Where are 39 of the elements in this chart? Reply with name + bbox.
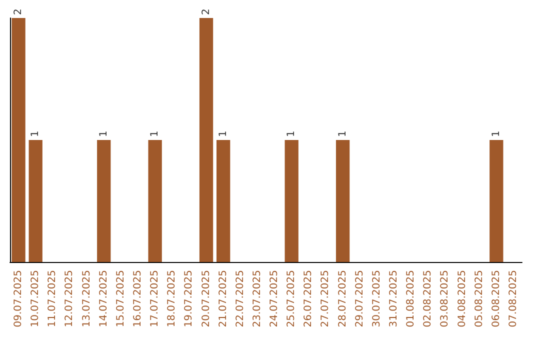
x-tick-label: 10.07.2025 [30, 270, 42, 328]
data-label: 1 [98, 130, 110, 137]
x-tick-label: 26.07.2025 [303, 270, 314, 328]
x-tick-label: 24.07.2025 [269, 270, 280, 328]
x-tick-label: 11.07.2025 [47, 270, 58, 328]
x-tick-label: 28.07.2025 [337, 270, 348, 328]
data-label: 1 [286, 130, 298, 137]
x-tick-label: 16.07.2025 [132, 270, 144, 328]
x-tick-label: 01.08.2025 [406, 270, 417, 328]
x-tick-label: 21.07.2025 [218, 270, 229, 328]
x-tick-label: 15.07.2025 [115, 270, 126, 328]
x-tick-label: 05.08.2025 [474, 270, 485, 328]
x-tick-label: 13.07.2025 [81, 270, 92, 328]
data-label: 1 [30, 130, 42, 137]
x-tick-label: 30.07.2025 [371, 270, 382, 328]
data-label: 2 [13, 8, 24, 15]
data-label: 2 [200, 8, 212, 15]
x-tick-label: 07.08.2025 [508, 270, 519, 328]
x-tick-label: 18.07.2025 [166, 270, 178, 328]
x-tick-label: 19.07.2025 [184, 270, 195, 328]
x-tick-label: 17.07.2025 [150, 270, 161, 328]
x-tick-label: 29.07.2025 [354, 270, 366, 328]
x-tick-label: 06.08.2025 [490, 270, 502, 328]
data-label: 1 [490, 130, 502, 137]
x-tick-label: 20.07.2025 [200, 270, 212, 328]
x-tick-label: 25.07.2025 [286, 270, 298, 328]
x-tick-label: 27.07.2025 [320, 270, 332, 328]
data-label: 1 [150, 130, 161, 137]
x-tick-label: 31.07.2025 [388, 270, 400, 328]
x-tick-label: 22.07.2025 [234, 270, 246, 328]
x-tick-label: 23.07.2025 [252, 270, 263, 328]
x-tick-label: 03.08.2025 [440, 270, 451, 328]
x-tick-label: 14.07.2025 [98, 270, 110, 328]
x-tick-label: 09.07.2025 [13, 270, 24, 328]
x-tick-label: 12.07.2025 [64, 270, 76, 328]
data-label: 1 [218, 130, 229, 137]
x-tick-label: 04.08.2025 [456, 270, 468, 328]
data-label: 1 [337, 130, 348, 137]
x-tick-label: 02.08.2025 [422, 270, 434, 328]
